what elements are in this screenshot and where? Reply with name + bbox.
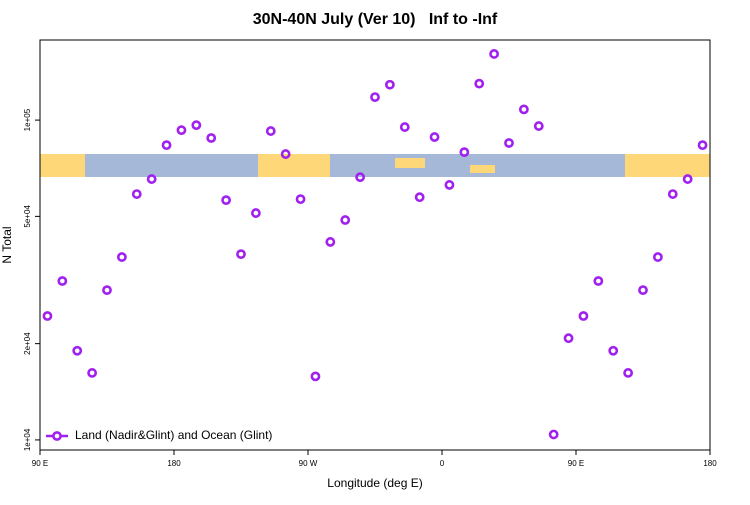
- data-point: [176, 125, 187, 136]
- data-point: [310, 371, 321, 382]
- data-point: [116, 252, 127, 262]
- data-point: [250, 208, 261, 218]
- data-point: [236, 249, 246, 260]
- data-point: [623, 368, 634, 378]
- data-point: [131, 189, 142, 199]
- x-tick-label: 0: [440, 459, 445, 468]
- data-point: [667, 189, 678, 199]
- data-point: [638, 285, 648, 296]
- plot-frame: [39, 39, 711, 451]
- data-point: [563, 333, 574, 344]
- data-point: [429, 132, 440, 142]
- y-tick-label: 1e+05: [23, 108, 32, 131]
- data-point: [682, 174, 693, 184]
- data-point: [221, 195, 232, 206]
- data-point: [42, 311, 53, 321]
- data-point: [608, 345, 619, 356]
- data-point: [57, 276, 68, 286]
- data-point: [325, 237, 336, 247]
- map-strip: [40, 154, 710, 177]
- data-point: [474, 78, 485, 89]
- data-point: [593, 276, 604, 286]
- data-point: [652, 252, 663, 262]
- x-tick-label: 180: [167, 459, 181, 468]
- chart-title: 30N-40N July (Ver 10) Inf to -Inf: [253, 11, 498, 28]
- data-point: [489, 49, 500, 59]
- x-tick-label: 90 E: [32, 459, 48, 468]
- data-point: [87, 368, 98, 378]
- data-point: [459, 147, 470, 158]
- data-point: [444, 180, 455, 190]
- data-point: [102, 285, 112, 296]
- legend-marker: [52, 431, 62, 441]
- data-point: [578, 311, 589, 321]
- x-tick-label: 90 W: [299, 459, 318, 468]
- data-point: [265, 126, 276, 136]
- data-point: [370, 92, 380, 103]
- legend-label: Land (Nadir&Glint) and Ocean (Glint): [75, 428, 272, 442]
- data-point: [146, 174, 157, 184]
- data-point: [399, 122, 410, 132]
- data-point: [72, 345, 83, 356]
- data-point: [533, 121, 544, 131]
- data-point: [355, 172, 366, 183]
- y-tick-label: 5e+04: [23, 205, 32, 228]
- data-point: [191, 120, 202, 131]
- data-point: [206, 133, 217, 143]
- data-point: [697, 140, 708, 151]
- x-tick-label: 90 E: [568, 459, 584, 468]
- data-point: [384, 79, 395, 90]
- y-axis-label: N Total: [0, 226, 14, 263]
- data-point: [548, 429, 559, 440]
- data-point: [295, 194, 306, 205]
- data-point: [280, 149, 291, 159]
- data-point: [504, 138, 514, 148]
- data-point: [161, 140, 172, 151]
- y-tick-label: 2e+04: [23, 332, 32, 355]
- x-axis-label: Longitude (deg E): [327, 476, 422, 490]
- data-point: [340, 215, 351, 225]
- x-tick-label: 180: [703, 459, 717, 468]
- y-tick-label: 1e+04: [23, 428, 32, 451]
- data-point: [414, 192, 425, 203]
- data-point: [518, 104, 529, 115]
